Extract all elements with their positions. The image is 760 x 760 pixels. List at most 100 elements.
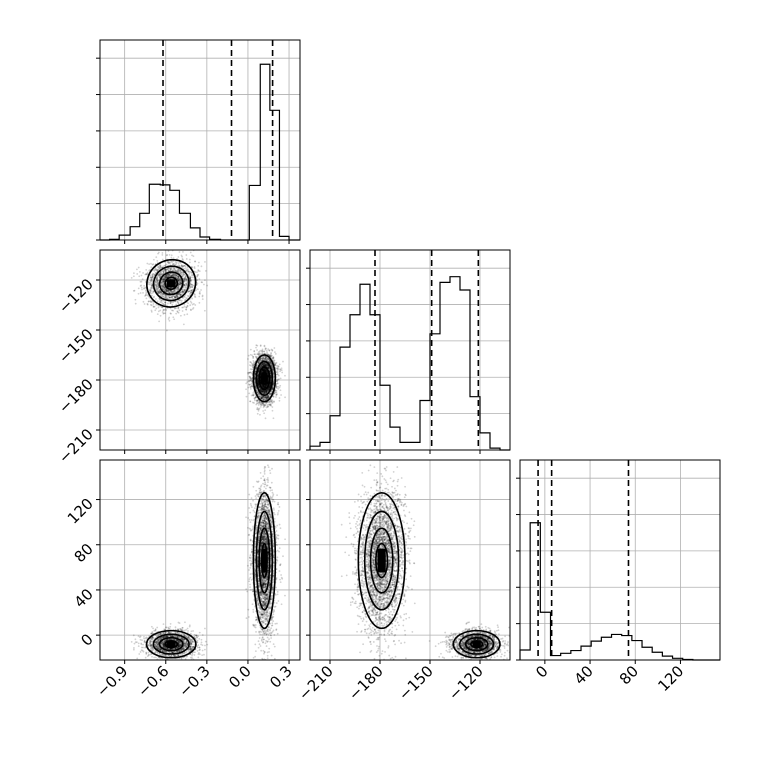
sample-point: [278, 363, 281, 366]
sample-point: [178, 281, 181, 284]
sample-point: [253, 350, 256, 353]
sample-point: [177, 286, 180, 289]
sample-point: [261, 362, 264, 365]
sample-point: [262, 395, 265, 398]
sample-point: [160, 294, 163, 297]
sample-point: [183, 289, 186, 291]
sample-point: [262, 396, 265, 399]
sample-point: [150, 286, 153, 289]
sample-point: [179, 314, 182, 317]
sample-point: [260, 357, 263, 359]
sample-point: [191, 303, 194, 306]
sample-point: [177, 269, 180, 272]
sample-point: [279, 384, 282, 387]
sample-point: [144, 294, 147, 296]
sample-point: [177, 302, 180, 304]
sample-point: [168, 261, 171, 264]
sample-point: [261, 390, 264, 393]
sample-point: [169, 307, 172, 310]
sample-point: [164, 303, 167, 306]
sample-point: [158, 290, 160, 293]
sample-point: [264, 352, 267, 355]
sample-point: [257, 404, 260, 406]
sample-point: [263, 386, 266, 389]
sample-point: [245, 382, 248, 385]
sample-point: [176, 278, 179, 280]
sample-point: [260, 389, 263, 392]
sample-point: [279, 370, 282, 373]
sample-point: [166, 274, 168, 277]
sample-point: [267, 365, 269, 367]
sample-point: [246, 381, 249, 383]
sample-point: [152, 258, 155, 261]
sample-point: [177, 306, 180, 309]
sample-point: [259, 401, 262, 403]
sample-point: [189, 286, 192, 289]
sample-point: [165, 270, 167, 273]
sample-point: [161, 287, 164, 290]
sample-point: [130, 276, 133, 279]
sample-point: [176, 276, 179, 278]
sample-point: [164, 288, 167, 291]
sample-point: [269, 393, 272, 395]
sample-point: [175, 274, 178, 277]
sample-point: [190, 276, 193, 279]
sample-point: [140, 284, 143, 287]
sample-point: [263, 404, 266, 406]
sample-point: [190, 285, 193, 288]
sample-point: [259, 365, 262, 368]
sample-point: [178, 251, 181, 253]
sample-point: [259, 403, 262, 406]
sample-point: [163, 286, 166, 289]
sample-point: [158, 291, 161, 294]
sample-point: [173, 274, 176, 277]
sample-point: [195, 289, 197, 292]
sample-point: [180, 301, 183, 304]
sample-point: [163, 287, 166, 289]
sample-point: [150, 301, 153, 304]
sample-point: [166, 275, 168, 278]
sample-point: [177, 284, 180, 286]
sample-point: [257, 384, 260, 387]
sample-point: [255, 365, 258, 368]
sample-point: [179, 291, 182, 294]
sample-point: [194, 271, 197, 273]
sample-point: [268, 349, 271, 352]
sample-point: [189, 277, 191, 280]
sample-point: [201, 294, 204, 297]
sample-point: [271, 354, 273, 357]
sample-point: [165, 276, 168, 279]
sample-point: [177, 306, 180, 309]
sample-point: [169, 302, 172, 305]
sample-point: [263, 386, 266, 389]
sample-point: [257, 351, 260, 353]
sample-point: [162, 284, 165, 287]
sample-point: [144, 245, 146, 247]
sample-point: [268, 386, 271, 389]
sample-point: [183, 305, 186, 308]
sample-point: [143, 287, 145, 290]
sample-point: [256, 391, 259, 394]
sample-point: [172, 257, 175, 260]
sample-point: [156, 290, 158, 293]
sample-point: [268, 367, 271, 370]
sample-point: [258, 387, 261, 390]
sample-point: [261, 363, 264, 366]
sample-point: [261, 385, 264, 388]
sample-point: [190, 301, 193, 304]
sample-point: [273, 351, 276, 353]
sample-point: [185, 278, 188, 281]
sample-point: [278, 378, 280, 381]
sample-point: [191, 297, 194, 300]
sample-point: [159, 274, 162, 277]
sample-point: [252, 365, 255, 367]
sample-point: [272, 395, 275, 398]
sample-point: [268, 367, 271, 370]
sample-point: [165, 263, 168, 266]
sample-point: [171, 296, 174, 299]
sample-point: [184, 277, 187, 279]
sample-point: [262, 406, 265, 409]
sample-point: [145, 291, 148, 293]
sample-point: [273, 361, 276, 364]
sample-point: [258, 370, 260, 373]
